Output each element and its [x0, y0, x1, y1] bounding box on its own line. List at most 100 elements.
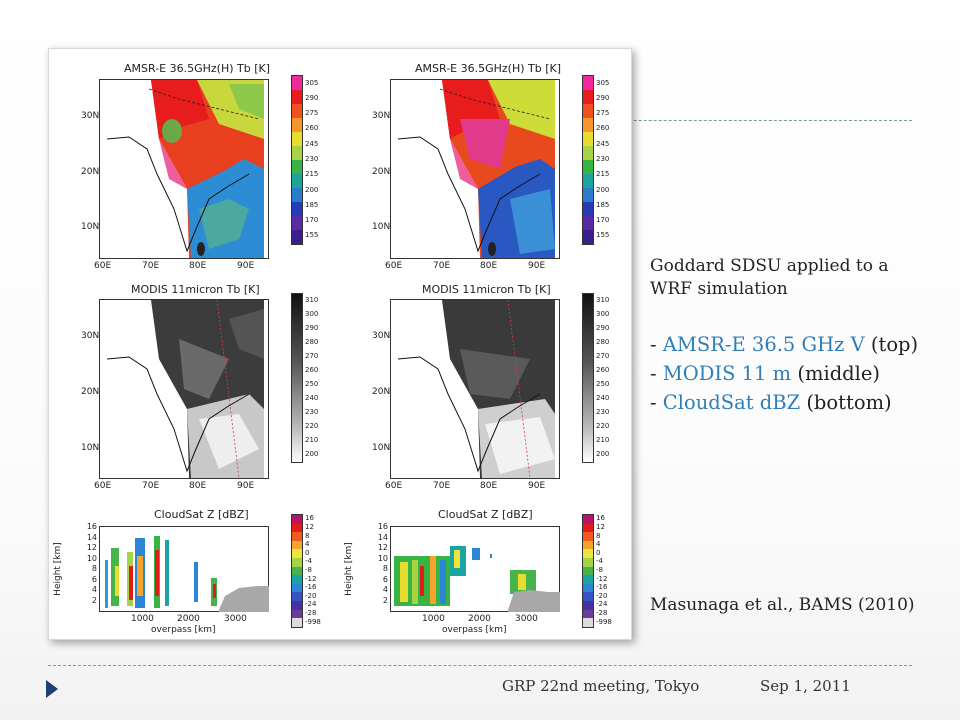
colorbar-label: 230: [305, 155, 319, 163]
modis-left-map: [99, 299, 269, 479]
colorbar-segment: [292, 118, 302, 132]
cloudsat-ytick: 8: [91, 564, 97, 573]
colorbar-segment: [292, 104, 302, 118]
colorbar-label: 0: [596, 548, 601, 557]
cloudsat-ytick: 6: [382, 574, 388, 584]
colorbar-label: -24: [596, 600, 608, 609]
cloudsat-left-yticks: 16 14 12 10 8 6 4 2: [81, 522, 97, 612]
bullet-highlight: CloudSat dBZ: [662, 391, 801, 414]
bullet-dash: -: [650, 333, 663, 356]
amsr-right-map: [390, 79, 560, 259]
cloudsat-left-colorbar: [291, 514, 303, 628]
modis-right-title: MODIS 11micron Tb [K]: [422, 283, 551, 296]
colorbar-segment: [583, 188, 593, 202]
lat-label-10n: 10N: [81, 443, 100, 453]
modis-right-colorbar-labels: 310 300 290 280 270 260 250 240 230 220 210 200: [596, 293, 624, 461]
colorbar-segment: [292, 515, 302, 524]
colorbar-label: 155: [596, 231, 610, 240]
colorbar-label: 310: [305, 296, 319, 304]
colorbar-segment: [583, 558, 593, 567]
bottom-divider-line: [48, 665, 912, 666]
colorbar-label: 185: [596, 200, 610, 209]
colorbar-label: 270: [596, 352, 610, 360]
colorbar-label: 290: [596, 324, 610, 332]
colorbar-label: -12: [596, 574, 608, 583]
cloudsat-right-panel: CloudSat Z [dBZ] Height [km] 16 14 12 10 8 6 4…: [340, 504, 631, 639]
colorbar-label: -20: [305, 591, 317, 600]
colorbar-segment: [583, 618, 593, 627]
lat-label-30n: 30N: [81, 111, 100, 121]
lon-label-80e: 80E: [480, 261, 498, 271]
cloudsat-right-xlabel: overpass [km]: [442, 625, 507, 635]
bullet-amsr: - AMSR-E 36.5 GHz V (top): [650, 333, 918, 356]
cloudsat-ytick: 14: [377, 532, 388, 542]
colorbar-segment: [292, 558, 302, 567]
colorbar-label: 250: [596, 380, 610, 388]
modis-right-colorbar: [582, 293, 594, 463]
colorbar-segment: [292, 583, 302, 593]
caption-line-2: WRF simulation: [650, 279, 788, 299]
colorbar-label: -16: [596, 583, 608, 592]
cloudsat-ytick: 16: [377, 522, 388, 531]
colorbar-label: -16: [305, 583, 317, 592]
colorbar-label: 260: [596, 366, 610, 374]
colorbar-label: 240: [596, 394, 610, 402]
colorbar-segment: [583, 174, 593, 188]
colorbar-label: 200: [305, 185, 319, 194]
amsr-left-colorbar-labels: 305 290 275 260 245 230 215 200 185 170 155: [305, 75, 333, 243]
colorbar-segment: [292, 146, 302, 160]
colorbar-segment: [292, 618, 302, 627]
colorbar-segment: [292, 132, 302, 146]
colorbar-segment: [583, 601, 593, 610]
colorbar-label: 8: [305, 531, 310, 540]
colorbar-segment: [292, 609, 302, 619]
colorbar-segment: [292, 216, 302, 230]
bullet-rest: (top): [864, 333, 919, 356]
bullet-rest: (middle): [791, 362, 881, 385]
cloudsat-right-profile: [390, 526, 560, 612]
colorbar-segment: [583, 515, 593, 524]
amsr-right-title: AMSR-E 36.5GHz(H) Tb [K]: [415, 62, 562, 75]
colorbar-label: 0: [305, 548, 310, 557]
cloudsat-left-profile: [99, 526, 269, 612]
colorbar-label: 270: [305, 352, 319, 360]
lon-label-90e: 90E: [237, 481, 255, 491]
colorbar-label: 290: [305, 324, 319, 332]
lat-label-20n: 20N: [81, 387, 100, 397]
cloudsat-right-yticks: 16 14 12 10 8 6 4 2: [372, 522, 388, 612]
cloudsat-xtick-1000: 1000: [422, 614, 445, 624]
colorbar-label: 275: [305, 109, 319, 118]
colorbar-segment: [583, 90, 593, 104]
colorbar-label: 290: [305, 93, 319, 102]
colorbar-label: 250: [305, 380, 319, 388]
colorbar-label: 185: [305, 200, 319, 209]
colorbar-label: 220: [305, 422, 319, 430]
colorbar-segment: [583, 118, 593, 132]
lat-label-20n: 20N: [81, 167, 100, 177]
colorbar-segment: [583, 230, 593, 244]
colorbar-segment: [583, 76, 593, 90]
amsr-left-colorbar: [291, 75, 303, 245]
colorbar-label: 210: [596, 436, 610, 444]
colorbar-label: 215: [596, 170, 610, 179]
amsr-right-colorbar: [582, 75, 594, 245]
amsr-left-panel: AMSR-E 36.5GHz(H) Tb [K] 30N 20N 10N 60E…: [49, 49, 340, 279]
lat-label-20n: 20N: [372, 167, 391, 177]
colorbar-segment: [292, 90, 302, 104]
cloudsat-ytick: 4: [91, 585, 97, 594]
cloudsat-ytick: 6: [91, 574, 97, 584]
caption-line-1: Goddard SDSU applied to a: [650, 256, 889, 276]
colorbar-segment: [292, 601, 302, 610]
modis-left-panel: MODIS 11micron Tb [K] 30N 20N 10N 60E 70…: [49, 279, 340, 504]
colorbar-label: 200: [305, 450, 319, 458]
colorbar-segment: [583, 132, 593, 146]
colorbar-label: 245: [596, 139, 610, 148]
cloudsat-xtick-1000: 1000: [131, 614, 154, 624]
colorbar-segment: [583, 583, 593, 593]
cloudsat-ytick: 10: [377, 553, 388, 563]
colorbar-segment: [583, 609, 593, 619]
bullet-modis: - MODIS 11 m (middle): [650, 362, 880, 385]
colorbar-segment: [583, 532, 593, 541]
lon-label-60e: 60E: [385, 481, 403, 491]
colorbar-label: -8: [596, 566, 603, 574]
